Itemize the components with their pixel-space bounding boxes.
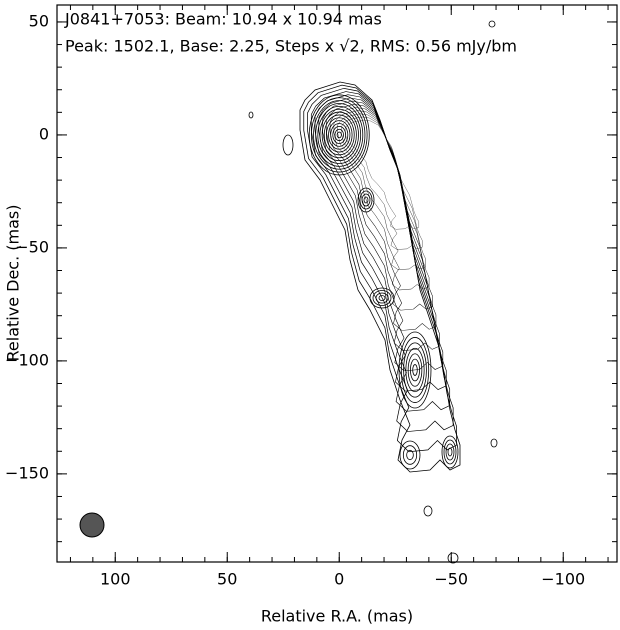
contour	[319, 108, 359, 162]
contour	[308, 94, 370, 176]
contour	[325, 117, 353, 153]
contour	[405, 347, 425, 393]
contour	[441, 435, 459, 469]
contour	[403, 342, 427, 398]
contour	[330, 123, 349, 147]
beam	[79, 512, 105, 538]
contour	[399, 440, 421, 470]
contour	[490, 438, 498, 448]
contour	[407, 353, 423, 387]
contour	[447, 447, 453, 457]
contour	[337, 113, 426, 270]
contour	[402, 445, 418, 465]
contour	[317, 105, 362, 164]
contour	[345, 119, 419, 230]
contour	[361, 193, 371, 207]
x-axis-title: Relative R.A. (mas)	[261, 607, 413, 626]
contour	[406, 449, 414, 461]
y-tick-label: −150	[5, 463, 49, 482]
contour	[423, 505, 433, 517]
contour	[333, 110, 430, 291]
contour	[398, 331, 432, 409]
contour	[443, 439, 457, 465]
contour	[334, 128, 344, 142]
contour	[315, 103, 364, 167]
plot-frame	[56, 4, 618, 563]
contour	[357, 187, 375, 213]
y-tick-label: 50	[29, 11, 49, 30]
y-tick-label: −100	[5, 350, 49, 369]
contour	[410, 358, 420, 382]
contour	[310, 97, 368, 173]
contour	[369, 287, 395, 309]
contour	[323, 114, 355, 156]
y-axis-title: Relative Dec. (mas)	[4, 205, 23, 362]
contour	[318, 97, 444, 372]
contour	[313, 100, 366, 170]
y-tick-label: 0	[39, 124, 49, 143]
contour	[332, 125, 347, 144]
contour	[329, 107, 433, 311]
chart-title: J0841+7053: Beam: 10.94 x 10.94 mas	[64, 10, 382, 29]
contour	[447, 552, 459, 564]
contour	[359, 190, 373, 210]
contour	[282, 134, 294, 156]
chart-subtitle: Peak: 1502.1, Base: 2.25, Steps x √2, RM…	[65, 37, 517, 56]
contour	[310, 91, 451, 412]
contour	[336, 131, 342, 139]
contour	[372, 290, 392, 306]
contour	[248, 111, 254, 119]
contours	[248, 20, 498, 564]
contour	[378, 295, 386, 301]
contour	[445, 443, 455, 461]
contour	[400, 337, 430, 403]
x-tick-label: −50	[434, 570, 468, 589]
x-tick-label: 50	[217, 570, 237, 589]
contour	[488, 20, 496, 28]
x-tick-label: 0	[334, 570, 344, 589]
contour	[412, 364, 418, 376]
y-tick-label: −50	[15, 237, 49, 256]
contour	[341, 116, 423, 250]
x-tick-label: 100	[100, 570, 131, 589]
contour	[321, 111, 357, 159]
contour	[322, 100, 440, 351]
contour	[328, 120, 351, 150]
contour	[375, 292, 389, 304]
contour	[363, 196, 369, 204]
contour	[314, 94, 447, 392]
x-tick-label: −100	[541, 570, 585, 589]
